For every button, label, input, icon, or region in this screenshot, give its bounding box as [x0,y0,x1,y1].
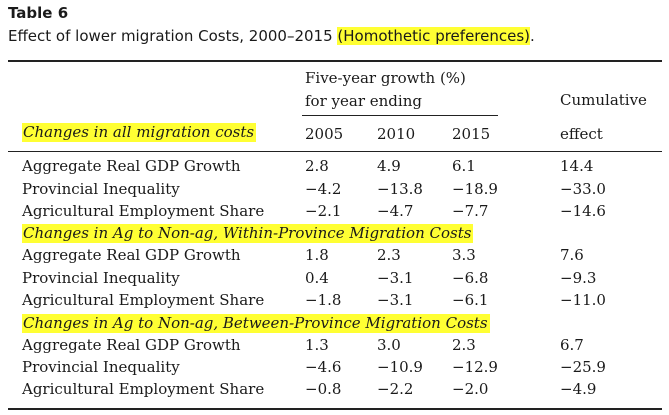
cell-cumulative: −11.0 [560,291,606,309]
year-header-2015: 2015 [452,125,491,143]
row-label: Agricultural Employment Share [22,380,265,398]
section-title-3: Changes in Ag to Non-ag, Between-Provinc… [22,314,490,333]
cell-value: −6.8 [452,269,489,287]
cell-cumulative: −9.3 [560,269,597,287]
table-caption: Effect of lower migration Costs, 2000–20… [8,27,535,45]
row-label: Provincial Inequality [22,180,180,198]
cell-value: 6.1 [452,157,476,175]
row-label: Agricultural Employment Share [22,202,265,220]
cell-value: −2.1 [305,202,342,220]
row-label: Aggregate Real GDP Growth [22,336,241,354]
cell-cumulative: −33.0 [560,180,606,198]
bottom-rule [8,408,662,410]
year-header-2010: 2010 [377,125,416,143]
cell-value: 0.4 [305,269,329,287]
cell-cumulative: −14.6 [560,202,606,220]
row-label: Agricultural Employment Share [22,291,265,309]
group-header-line1: Five-year growth (%) [305,69,466,87]
group-header-rule [302,115,498,116]
cell-cumulative: 14.4 [560,157,594,175]
header-rule [8,151,662,152]
cell-value: 3.3 [452,246,476,264]
year-header-2005: 2005 [305,125,344,143]
cumulative-header-line1: Cumulative [560,91,647,109]
cell-value: −7.7 [452,202,489,220]
cell-value: −2.2 [377,380,414,398]
cell-value: −4.2 [305,180,342,198]
row-label: Provincial Inequality [22,358,180,376]
cell-value: −2.0 [452,380,489,398]
section-title-2: Changes in Ag to Non-ag, Within-Province… [22,224,474,243]
cell-value: −13.8 [377,180,423,198]
cell-value: −1.8 [305,291,342,309]
caption-text: Effect of lower migration Costs, 2000–20… [8,27,338,45]
caption-end: . [530,27,535,45]
caption-highlight: (Homothetic preferences) [337,27,531,45]
cell-value: −4.6 [305,358,342,376]
top-rule [8,60,662,62]
cumulative-header-line2: effect [560,125,603,143]
cell-value: 1.8 [305,246,329,264]
cell-value: −3.1 [377,291,414,309]
cell-value: −18.9 [452,180,498,198]
row-label: Aggregate Real GDP Growth [22,246,241,264]
cell-value: 2.3 [377,246,401,264]
cell-value: −10.9 [377,358,423,376]
section-title-1: Changes in all migration costs [22,123,257,142]
cell-value: 2.3 [452,336,476,354]
row-label: Provincial Inequality [22,269,180,287]
cell-value: 1.3 [305,336,329,354]
cell-value: −4.7 [377,202,414,220]
cell-cumulative: 7.6 [560,246,584,264]
cell-value: −0.8 [305,380,342,398]
cell-cumulative: −4.9 [560,380,597,398]
group-header-line2: for year ending [305,92,422,110]
cell-value: 3.0 [377,336,401,354]
cell-value: 4.9 [377,157,401,175]
cell-value: −3.1 [377,269,414,287]
cell-value: −12.9 [452,358,498,376]
table-title: Table 6 [8,4,69,22]
cell-value: −6.1 [452,291,489,309]
row-label: Aggregate Real GDP Growth [22,157,241,175]
cell-value: 2.8 [305,157,329,175]
cell-cumulative: 6.7 [560,336,584,354]
cell-cumulative: −25.9 [560,358,606,376]
